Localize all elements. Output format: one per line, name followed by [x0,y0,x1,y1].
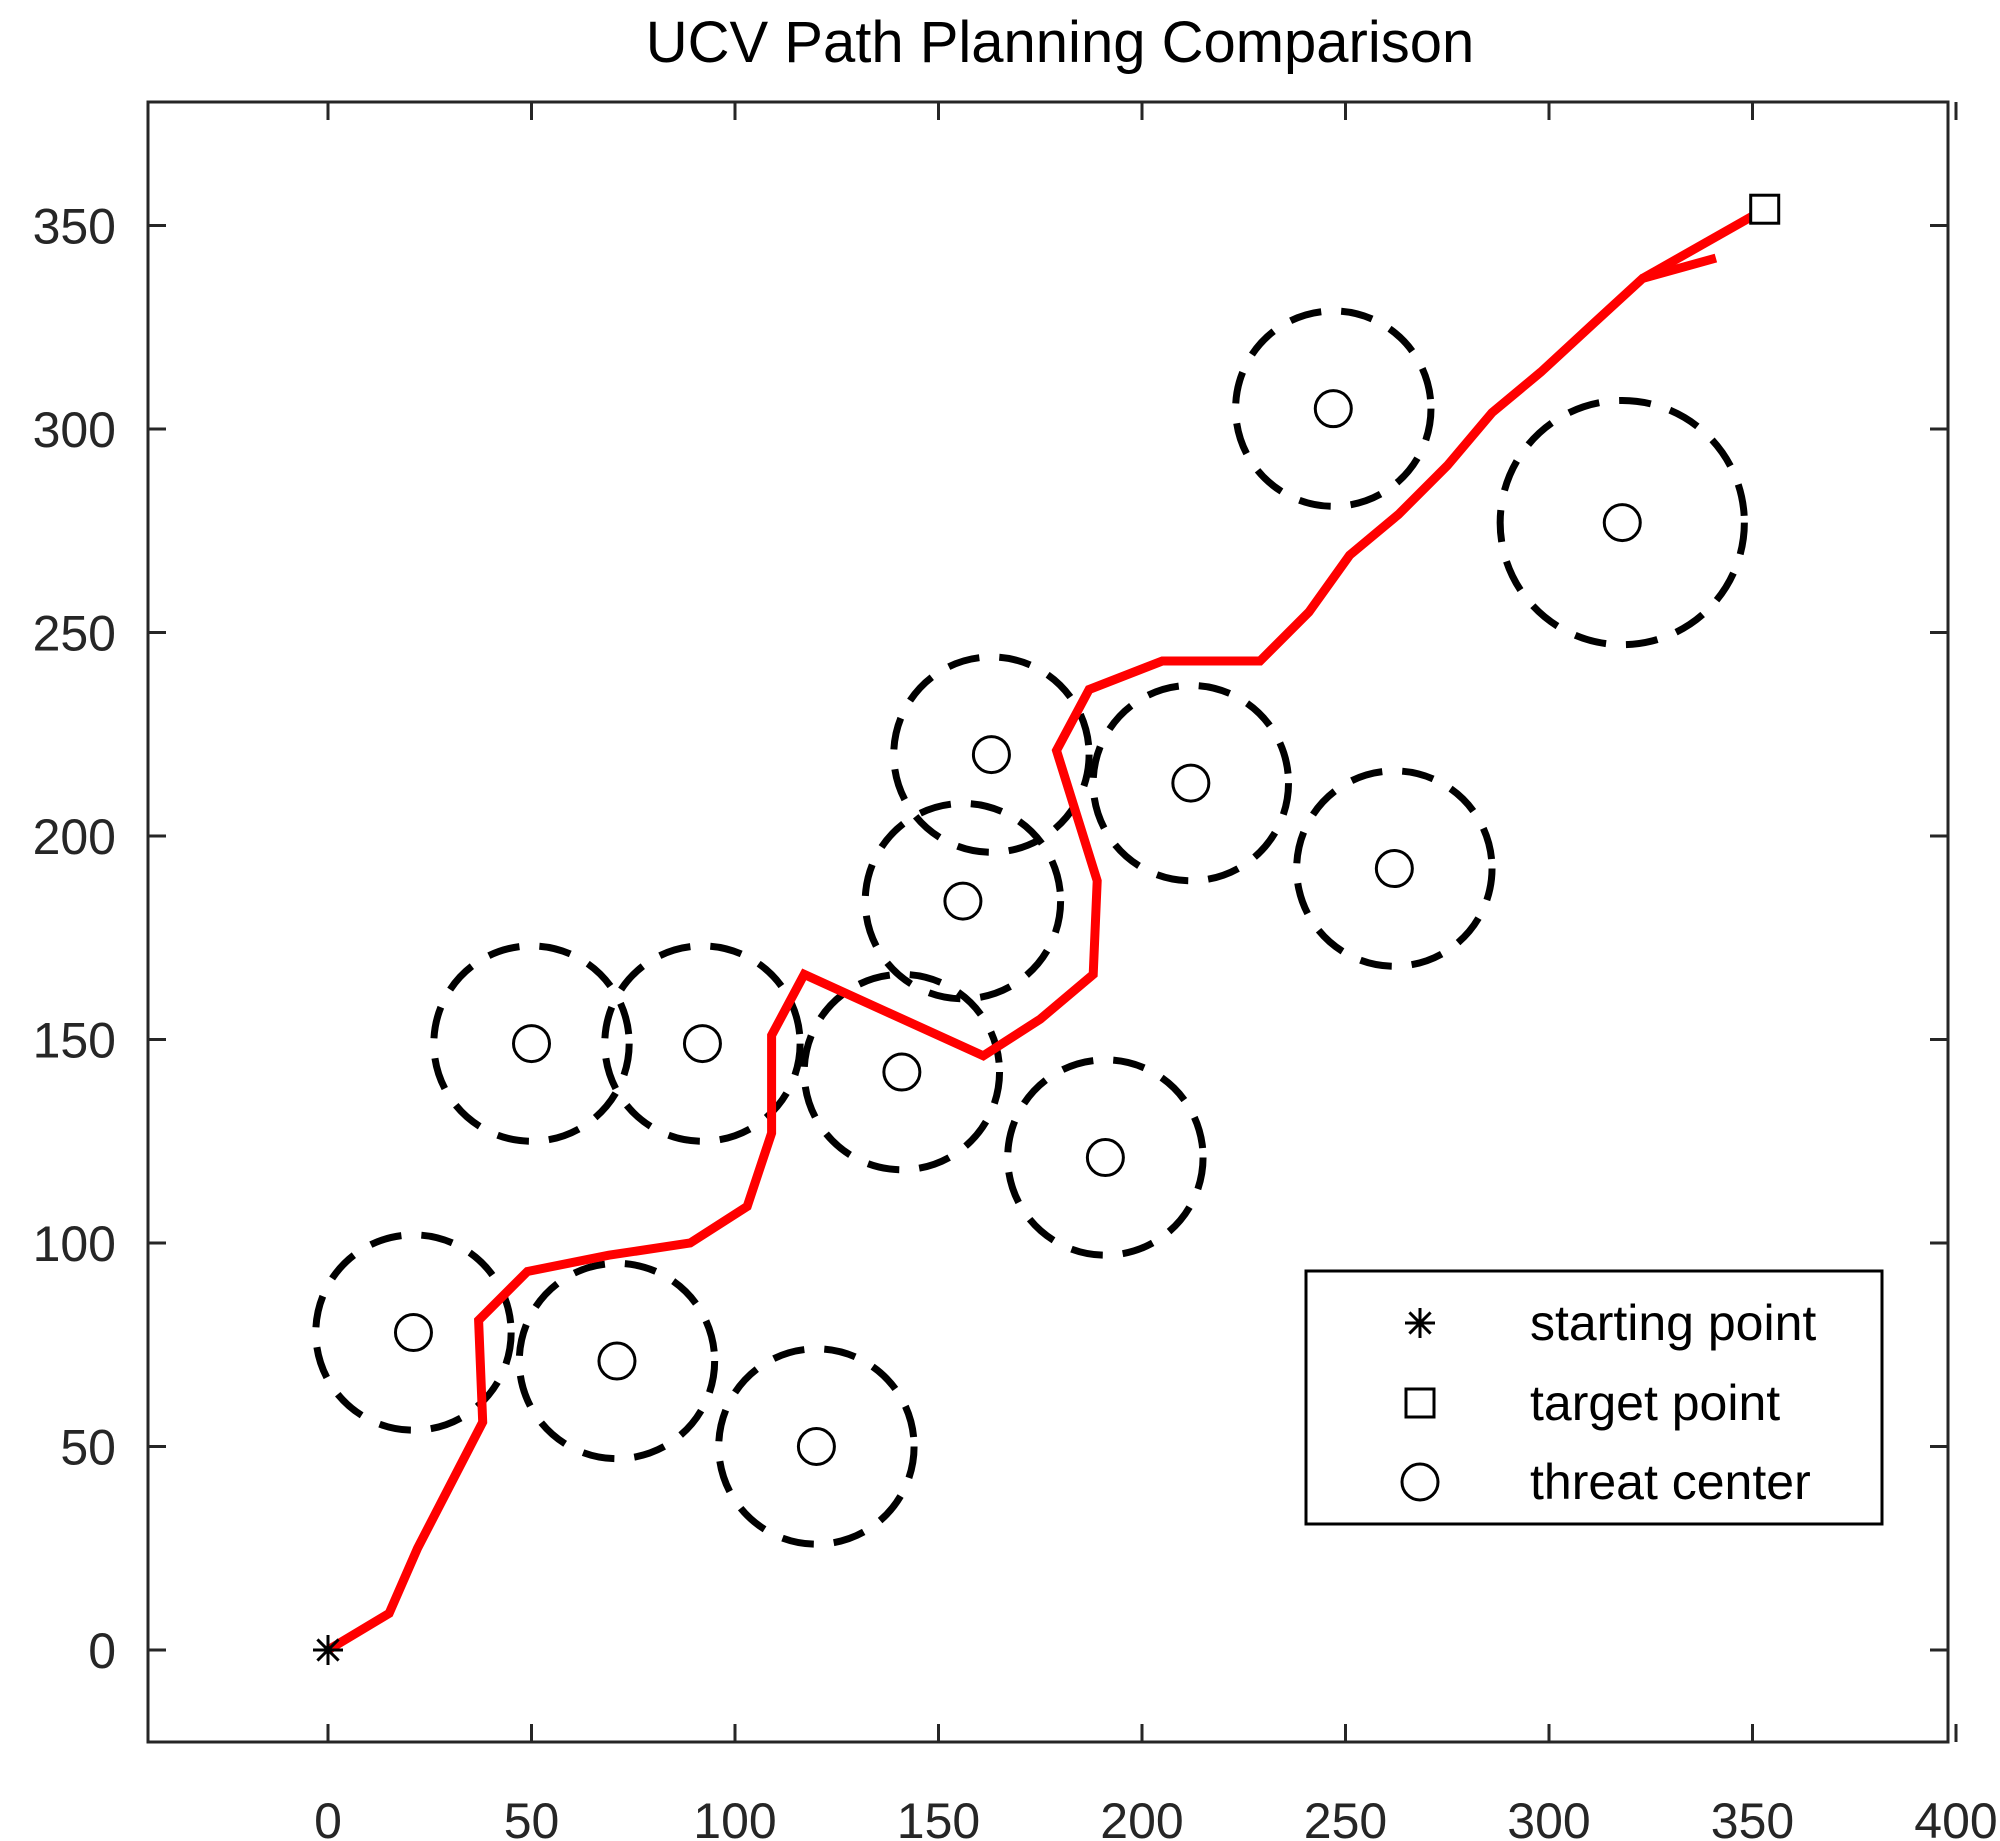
legend-circle-icon [1400,1462,1440,1502]
plot-area-border [146,100,1950,1744]
asterisk-stroke [316,1638,340,1662]
y-tick-label: 250 [33,606,116,662]
path-series-line [325,253,1718,1654]
threat-zone-circle [1004,1056,1207,1259]
threat-zone-circle [715,1345,918,1548]
legend-square-icon [1404,1387,1436,1419]
threat-zone-circle [800,970,1004,1174]
axis-ticks: 0 50 100 150 200 250 300 350 400 0 50 100 150 200 250 3… [33,102,1998,1841]
threat-center-marker [971,735,1011,775]
x-tick-label: 200 [1100,1793,1183,1841]
legend-asterisk-icon [1405,1308,1435,1338]
threat-center-marker [512,1024,551,1064]
markers [313,193,1781,1665]
threat-zone-circle [1089,681,1293,885]
x-tick-label: 100 [693,1793,776,1841]
threat-zone-circle [601,942,804,1145]
y-tick-label: 200 [33,809,116,865]
y-tick-label: 50 [60,1420,116,1476]
starting-point-marker [313,1635,343,1665]
legend-label: target point [1530,1375,1780,1431]
threat-center-marker [597,1341,637,1381]
legend: starting point target point threat center [1304,1269,1884,1526]
threat-center-marker [1085,1138,1125,1178]
threat-center-marker [393,1313,433,1353]
threat-zone-circle [430,942,633,1145]
x-tick-label: 50 [504,1793,560,1841]
y-tick-label: 0 [88,1623,116,1679]
threat-center-marker [1313,389,1353,429]
threat-center-marker [1374,849,1414,889]
threat-zone-circle [1293,767,1496,970]
x-tick-label: 300 [1507,1793,1590,1841]
threat-center-marker [1602,503,1642,543]
threat-zone-circle [890,653,1093,856]
x-tick-label: 0 [314,1793,342,1841]
x-tick-label: 150 [897,1793,980,1841]
threat-center-marker [943,881,983,921]
threat-zone-circle [1496,397,1748,649]
y-tick-label: 150 [33,1013,116,1069]
threat-center-marker [1171,763,1211,803]
threat-center-marker [796,1427,836,1466]
y-tick-label: 300 [33,402,116,458]
threat-zone-circle [861,799,1065,1003]
path-layer [325,205,1767,1654]
asterisk-stroke [1408,1311,1432,1335]
x-tick-label: 250 [1304,1793,1387,1841]
path-series-line [1640,205,1767,283]
threat-zone-circle [1232,307,1435,510]
target-point-marker [1749,193,1781,225]
threat-zone-circle [312,1231,515,1434]
y-tick-label: 350 [33,199,116,255]
x-tick-label: 400 [1914,1793,1997,1841]
legend-label: threat center [1530,1454,1811,1510]
legend-label: starting point [1530,1295,1816,1351]
threat-center-marker [882,1052,922,1092]
threat-center-marker [682,1024,722,1064]
chart-title: UCV Path Planning Comparison [646,10,1475,75]
threat-zone-circle [515,1259,719,1463]
y-tick-label: 100 [33,1216,116,1272]
x-tick-label: 350 [1711,1793,1794,1841]
threat-zones [312,307,1748,1548]
